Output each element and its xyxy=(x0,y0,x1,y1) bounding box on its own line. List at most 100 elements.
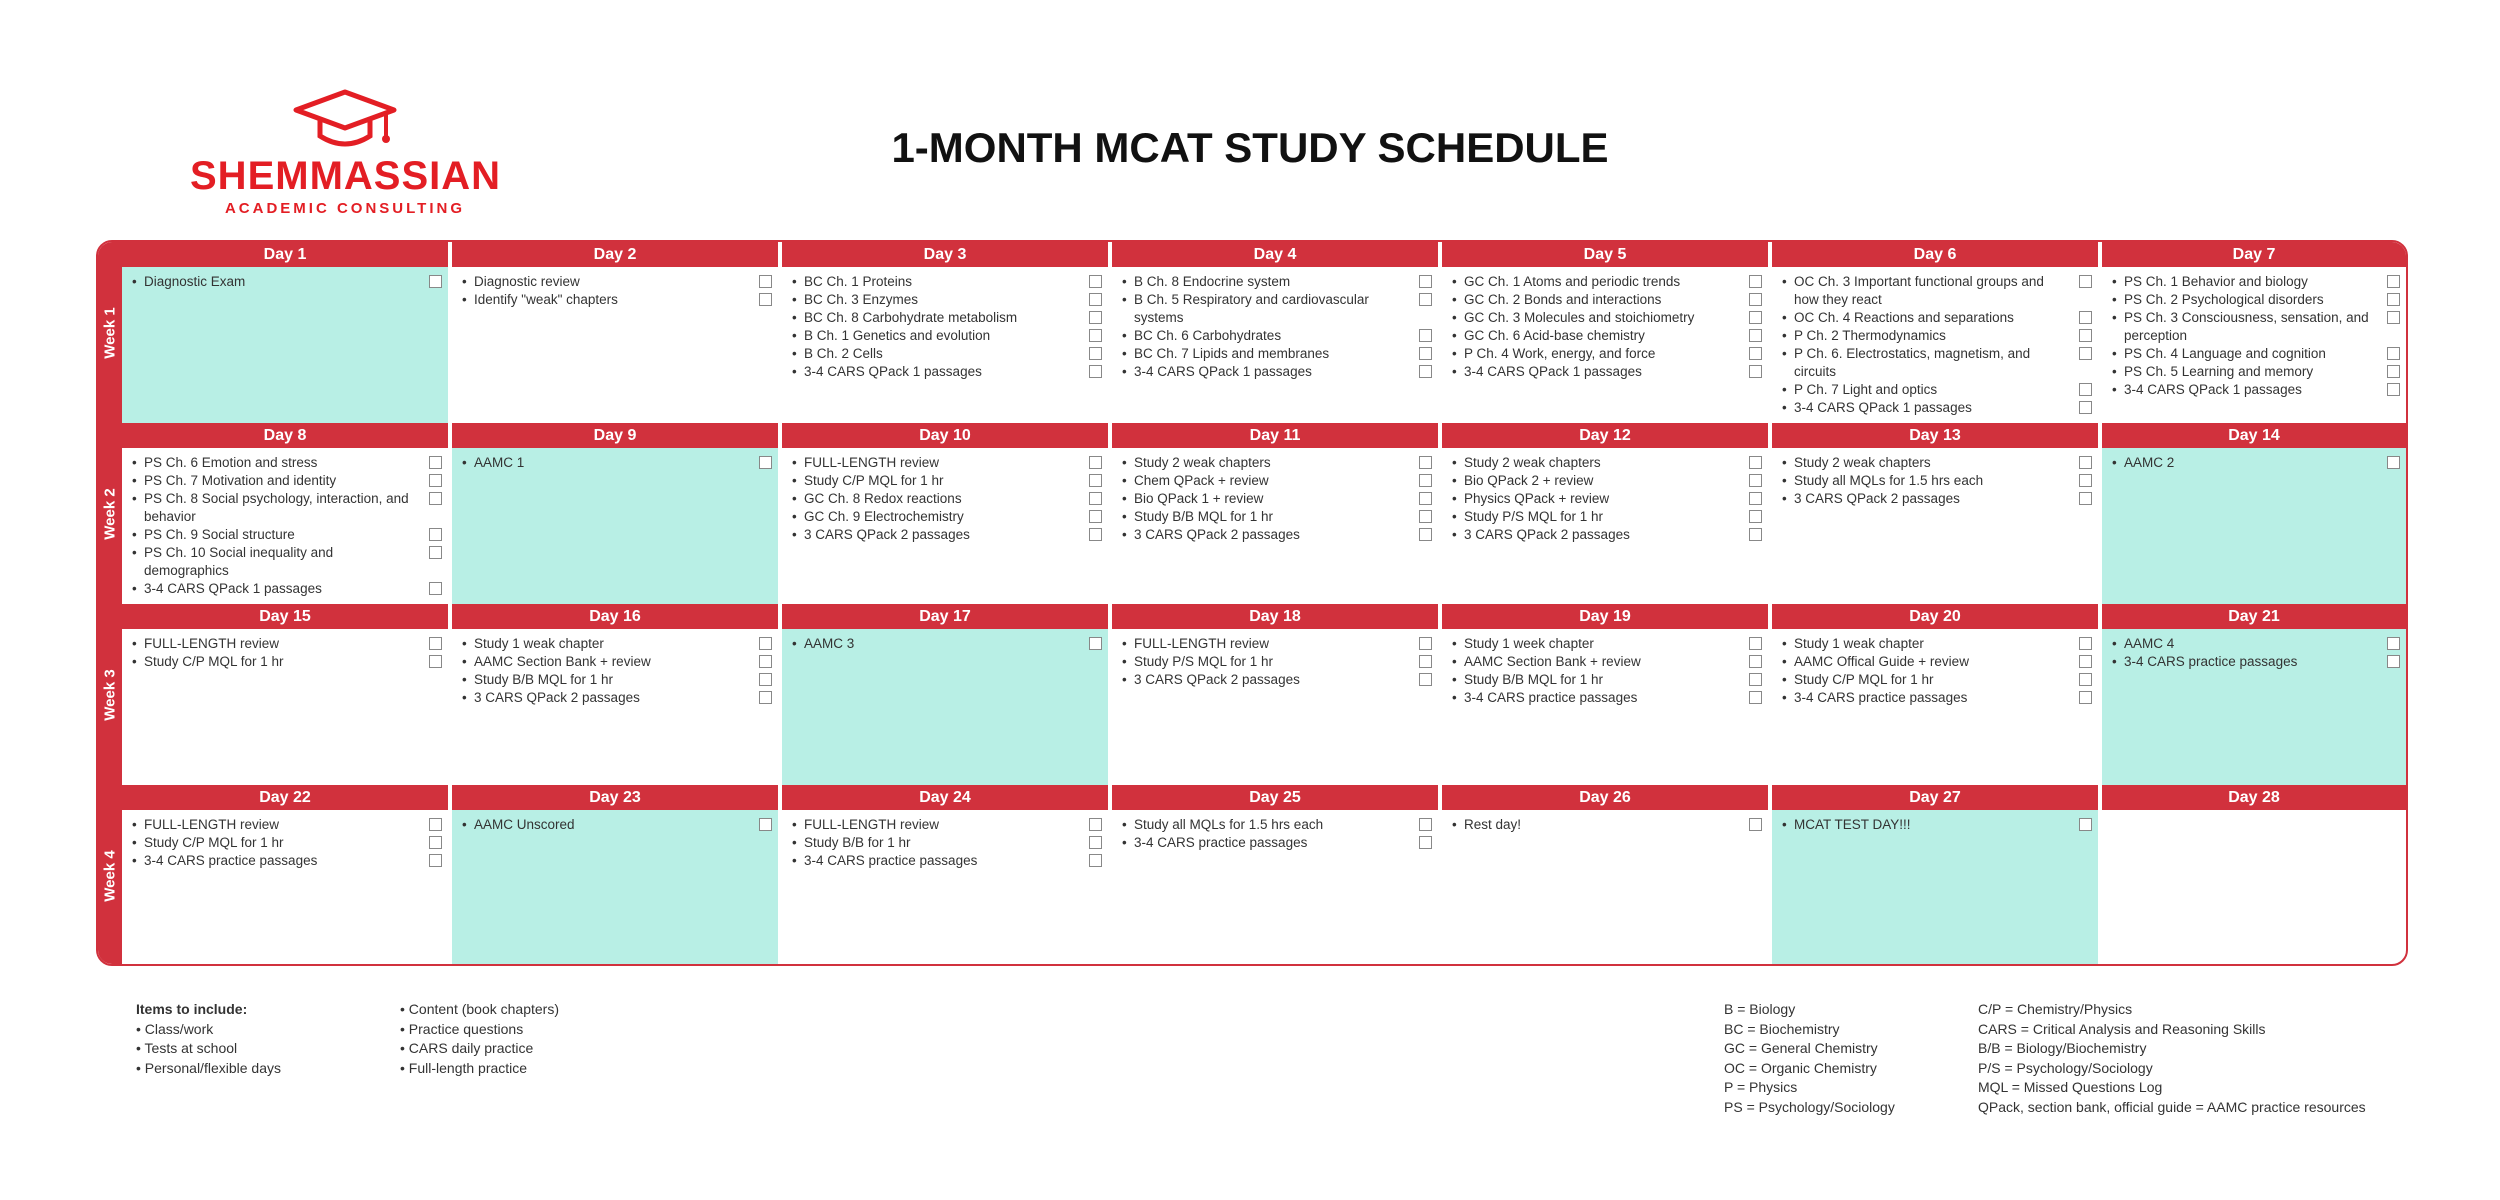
day-header: Day 28 xyxy=(2102,785,2406,810)
task-checkbox[interactable] xyxy=(2387,347,2400,360)
task-checkbox[interactable] xyxy=(1749,673,1762,686)
day-header: Day 25 xyxy=(1112,785,1438,810)
task-checkbox[interactable] xyxy=(1089,275,1102,288)
task-checkbox[interactable] xyxy=(2079,655,2092,668)
task-checkbox[interactable] xyxy=(2079,329,2092,342)
task-checkbox[interactable] xyxy=(2079,474,2092,487)
task-checkbox[interactable] xyxy=(429,492,442,505)
task-checkbox[interactable] xyxy=(429,818,442,831)
task-checkbox[interactable] xyxy=(1749,655,1762,668)
task-checkbox[interactable] xyxy=(1749,275,1762,288)
task-checkbox[interactable] xyxy=(1089,854,1102,867)
task-checkbox[interactable] xyxy=(1419,836,1432,849)
task-checkbox[interactable] xyxy=(429,474,442,487)
task-checkbox[interactable] xyxy=(1749,347,1762,360)
task-checkbox[interactable] xyxy=(1419,275,1432,288)
task-checkbox[interactable] xyxy=(1089,637,1102,650)
task-checkbox[interactable] xyxy=(429,836,442,849)
task-checkbox[interactable] xyxy=(1089,311,1102,324)
task-checkbox[interactable] xyxy=(429,275,442,288)
task-checkbox[interactable] xyxy=(2387,655,2400,668)
task-checkbox[interactable] xyxy=(1089,365,1102,378)
task-checkbox[interactable] xyxy=(759,637,772,650)
task-checkbox[interactable] xyxy=(2387,293,2400,306)
task-item: • FULL-LENGTH review xyxy=(132,635,442,653)
bullet: • xyxy=(792,328,797,343)
task-checkbox[interactable] xyxy=(1419,510,1432,523)
task-checkbox[interactable] xyxy=(1749,293,1762,306)
task-checkbox[interactable] xyxy=(759,293,772,306)
task-checkbox[interactable] xyxy=(2079,275,2092,288)
task-checkbox[interactable] xyxy=(2387,637,2400,650)
task-checkbox[interactable] xyxy=(1419,818,1432,831)
task-checkbox[interactable] xyxy=(759,275,772,288)
task-checkbox[interactable] xyxy=(1749,510,1762,523)
task-checkbox[interactable] xyxy=(429,854,442,867)
task-checkbox[interactable] xyxy=(1089,474,1102,487)
task-checkbox[interactable] xyxy=(1419,365,1432,378)
task-checkbox[interactable] xyxy=(1749,691,1762,704)
task-checkbox[interactable] xyxy=(1749,818,1762,831)
task-checkbox[interactable] xyxy=(2079,637,2092,650)
task-checkbox[interactable] xyxy=(759,655,772,668)
task-checkbox[interactable] xyxy=(1419,655,1432,668)
task-checkbox[interactable] xyxy=(1749,329,1762,342)
task-checkbox[interactable] xyxy=(759,456,772,469)
task-checkbox[interactable] xyxy=(1089,528,1102,541)
task-checkbox[interactable] xyxy=(1749,528,1762,541)
task-checkbox[interactable] xyxy=(1419,456,1432,469)
task-checkbox[interactable] xyxy=(429,655,442,668)
task-checkbox[interactable] xyxy=(2079,691,2092,704)
task-checkbox[interactable] xyxy=(759,673,772,686)
task-checkbox[interactable] xyxy=(2387,456,2400,469)
task-checkbox[interactable] xyxy=(1749,311,1762,324)
task-checkbox[interactable] xyxy=(1419,528,1432,541)
day-header: Day 27 xyxy=(1772,785,2098,810)
task-checkbox[interactable] xyxy=(2079,456,2092,469)
task-checkbox[interactable] xyxy=(2387,311,2400,324)
task-checkbox[interactable] xyxy=(429,528,442,541)
task-item: • BC Ch. 8 Carbohydrate metabolism xyxy=(792,309,1102,327)
task-checkbox[interactable] xyxy=(1419,474,1432,487)
task-checkbox[interactable] xyxy=(2079,383,2092,396)
task-checkbox[interactable] xyxy=(1749,637,1762,650)
task-checkbox[interactable] xyxy=(1419,293,1432,306)
task-checkbox[interactable] xyxy=(1089,293,1102,306)
task-checkbox[interactable] xyxy=(1089,456,1102,469)
task-checkbox[interactable] xyxy=(1089,347,1102,360)
task-checkbox[interactable] xyxy=(1089,492,1102,505)
task-checkbox[interactable] xyxy=(2387,365,2400,378)
task-checkbox[interactable] xyxy=(2079,347,2092,360)
task-checkbox[interactable] xyxy=(2079,492,2092,505)
task-checkbox[interactable] xyxy=(1089,329,1102,342)
task-checkbox[interactable] xyxy=(1419,637,1432,650)
task-text: GC Ch. 9 Electrochemistry xyxy=(804,509,964,524)
task-checkbox[interactable] xyxy=(1749,365,1762,378)
task-checkbox[interactable] xyxy=(1089,836,1102,849)
task-text: 3-4 CARS QPack 1 passages xyxy=(804,364,982,379)
task-checkbox[interactable] xyxy=(759,818,772,831)
task-checkbox[interactable] xyxy=(759,691,772,704)
task-checkbox[interactable] xyxy=(1419,492,1432,505)
task-checkbox[interactable] xyxy=(2079,311,2092,324)
task-checkbox[interactable] xyxy=(2079,673,2092,686)
task-checkbox[interactable] xyxy=(1419,673,1432,686)
task-checkbox[interactable] xyxy=(2079,818,2092,831)
task-checkbox[interactable] xyxy=(1749,456,1762,469)
task-checkbox[interactable] xyxy=(429,546,442,559)
day-cell: Day 19 • Study 1 week chapter • AAMC Section… xyxy=(1442,604,1768,785)
task-checkbox[interactable] xyxy=(429,582,442,595)
task-checkbox[interactable] xyxy=(1089,818,1102,831)
task-checkbox[interactable] xyxy=(1089,510,1102,523)
task-checkbox[interactable] xyxy=(2387,383,2400,396)
task-checkbox[interactable] xyxy=(2387,275,2400,288)
task-checkbox[interactable] xyxy=(1419,347,1432,360)
task-checkbox[interactable] xyxy=(1749,492,1762,505)
task-checkbox[interactable] xyxy=(2079,401,2092,414)
day-header: Day 22 xyxy=(122,785,448,810)
task-checkbox[interactable] xyxy=(429,637,442,650)
task-checkbox[interactable] xyxy=(1749,474,1762,487)
task-checkbox[interactable] xyxy=(1419,329,1432,342)
day-header: Day 16 xyxy=(452,604,778,629)
task-checkbox[interactable] xyxy=(429,456,442,469)
